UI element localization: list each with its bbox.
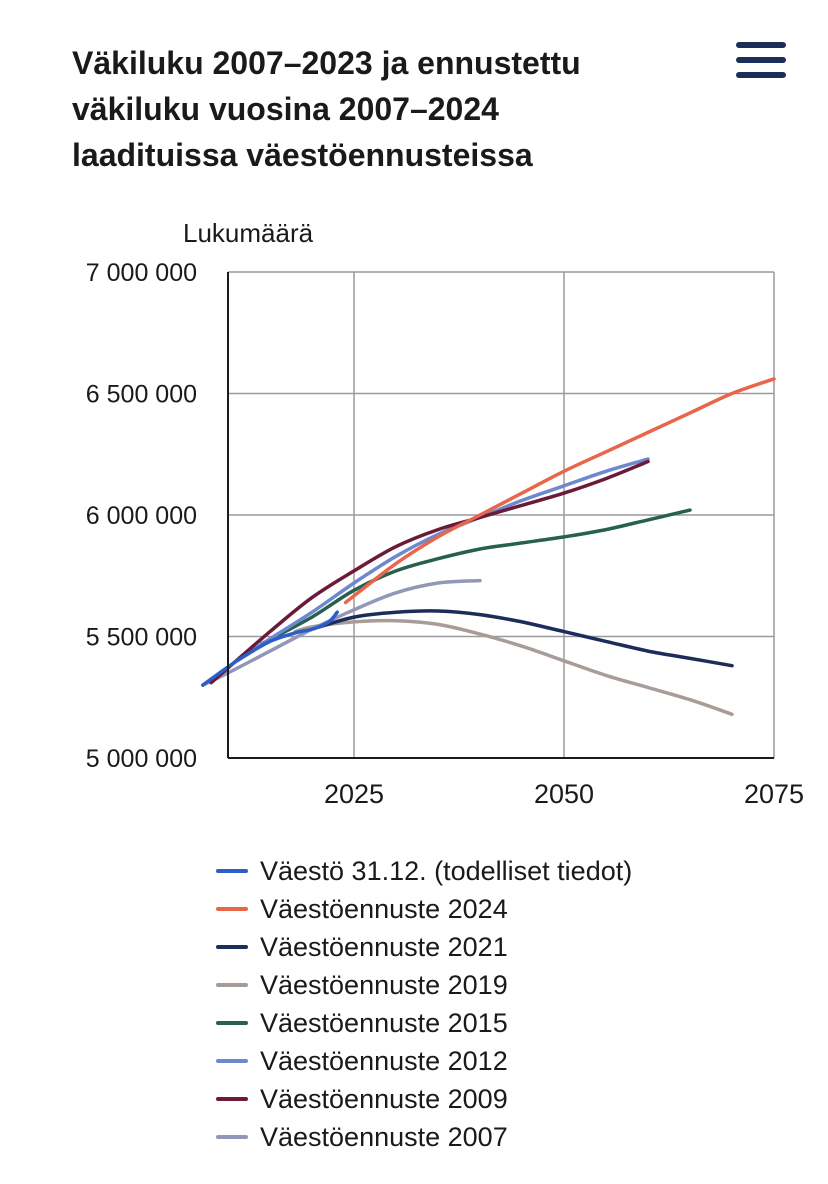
legend-label: Väestö 31.12. (todelliset tiedot) bbox=[260, 855, 633, 886]
legend-item: Väestöennuste 2019 bbox=[216, 966, 632, 1004]
legend-swatch bbox=[216, 1021, 248, 1025]
legend-label: Väestöennuste 2015 bbox=[260, 1007, 508, 1038]
x-tick-label: 2075 bbox=[744, 779, 804, 809]
series-line-v-est-31-12-todelliset-tiedot bbox=[201, 610, 339, 687]
hamburger-menu-icon-bar bbox=[736, 57, 786, 63]
legend-swatch bbox=[216, 983, 248, 987]
y-tick-label: 5 500 000 bbox=[86, 624, 197, 652]
legend-item: Väestöennuste 2007 bbox=[216, 1118, 632, 1156]
legend-label: Väestöennuste 2012 bbox=[260, 1045, 508, 1076]
y-axis-label: Lukumäärä bbox=[183, 218, 314, 248]
chart-axes bbox=[227, 272, 774, 759]
y-tick-label: 6 500 000 bbox=[86, 381, 197, 409]
legend-label: Väestöennuste 2024 bbox=[260, 893, 508, 924]
legend-swatch bbox=[216, 907, 248, 911]
page-title: Väkiluku 2007–2023 ja ennustettu väkiluk… bbox=[72, 45, 581, 173]
chart-grid bbox=[228, 271, 775, 758]
legend-swatch bbox=[216, 1059, 248, 1063]
y-tick-label: 7 000 000 bbox=[86, 259, 197, 287]
series-line-v-est-ennuste-2024 bbox=[343, 377, 776, 605]
series-line-v-est-ennuste-2012 bbox=[234, 457, 650, 663]
series-line-v-est-ennuste-2015 bbox=[259, 508, 692, 646]
legend-swatch bbox=[216, 869, 248, 873]
chart-series bbox=[201, 377, 776, 717]
chart-legend: Väestö 31.12. (todelliset tiedot) Väestöe… bbox=[216, 852, 632, 1156]
population-line-chart: Lukumäärä 5 000 000 5 500 000 6 000 000 6 5… bbox=[86, 218, 804, 809]
chart-tick-labels: 5 000 000 5 500 000 6 000 000 6 500 000 7 00… bbox=[86, 259, 804, 809]
hamburger-menu-icon-bar bbox=[736, 72, 786, 78]
y-tick-label: 5 000 000 bbox=[86, 745, 197, 773]
series-line-v-est-ennuste-2019 bbox=[293, 618, 734, 717]
legend-item: Väestöennuste 2009 bbox=[216, 1080, 632, 1118]
legend-label: Väestöennuste 2009 bbox=[260, 1083, 508, 1114]
legend-label: Väestöennuste 2021 bbox=[260, 931, 508, 962]
x-tick-label: 2025 bbox=[324, 779, 384, 809]
x-tick-label: 2050 bbox=[534, 779, 594, 809]
y-tick-label: 6 000 000 bbox=[86, 502, 197, 530]
legend-item: Väestöennuste 2012 bbox=[216, 1042, 632, 1080]
legend-swatch bbox=[216, 1135, 248, 1139]
series-line-v-est-ennuste-2021 bbox=[310, 609, 734, 668]
legend-item: Väestöennuste 2021 bbox=[216, 928, 632, 966]
hamburger-menu-icon bbox=[736, 42, 786, 48]
legend-item: Väestö 31.12. (todelliset tiedot) bbox=[216, 852, 632, 890]
legend-swatch bbox=[216, 1097, 248, 1101]
legend-label: Väestöennuste 2019 bbox=[260, 969, 508, 1000]
legend-swatch bbox=[216, 945, 248, 949]
legend-item: Väestöennuste 2015 bbox=[216, 1004, 632, 1042]
series-line-v-est-ennuste-2009 bbox=[209, 459, 650, 685]
menu-button[interactable] bbox=[736, 42, 788, 80]
legend-item: Väestöennuste 2024 bbox=[216, 890, 632, 928]
legend-label: Väestöennuste 2007 bbox=[260, 1121, 508, 1152]
